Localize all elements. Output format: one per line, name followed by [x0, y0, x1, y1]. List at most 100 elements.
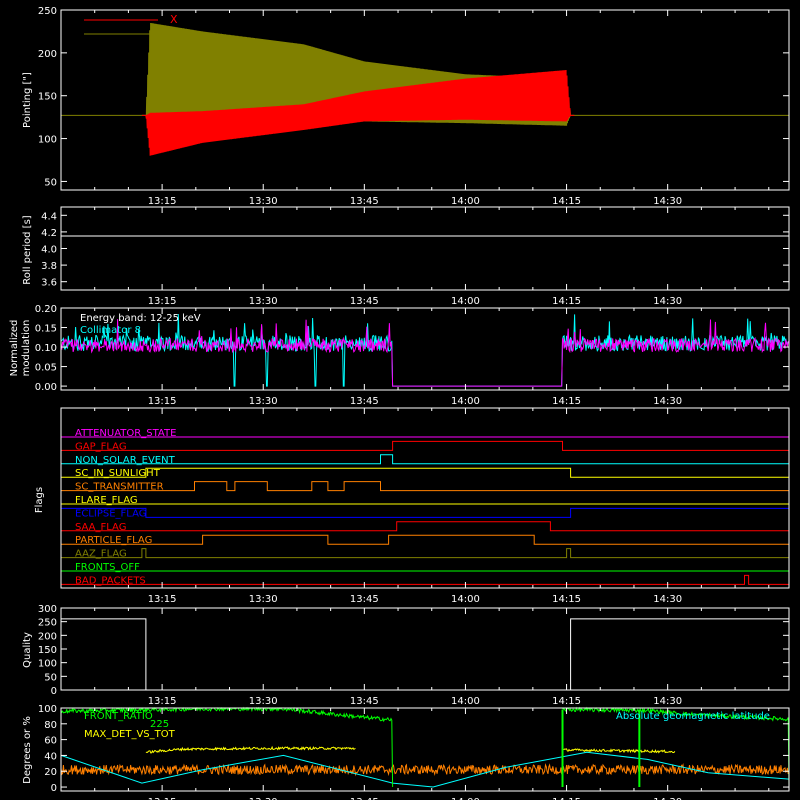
collimator-label: Collimator 8: [80, 325, 141, 336]
x-tick-label: 14:30: [653, 797, 682, 800]
flag-label-gap-flag: GAP_FLAG: [75, 441, 127, 452]
x-tick-label: 13:45: [350, 594, 379, 605]
flag-line-non-solar-event: [61, 454, 789, 465]
flag-line-aaz-flag: [61, 548, 789, 559]
y-tick-label: 60: [44, 736, 57, 747]
y-tick-label: 4.0: [41, 245, 57, 256]
max-det-label: MAX_DET_VS_TOT: [84, 729, 176, 740]
flag-line-gap-flag: [61, 440, 789, 451]
x-tick-label: 14:15: [552, 196, 581, 207]
pointing-ylabel: Pointing ["]: [22, 72, 33, 128]
y-tick-label: 0: [51, 686, 57, 697]
flag-line-sc-transmitter: [61, 481, 789, 492]
x-tick-label: 13:30: [249, 296, 278, 307]
y-tick-label: 0: [51, 783, 57, 794]
x-tick-label: 14:15: [552, 396, 581, 407]
y-tick-label: 3.6: [41, 278, 57, 289]
flag-label-attenuator-state: ATTENUATOR_STATE: [75, 428, 176, 439]
modulation-series-magenta: [60, 319, 789, 387]
y-tick-label: 0.05: [35, 363, 57, 374]
label-225: 225: [150, 719, 169, 730]
flags-panel: ATTENUATOR_STATE GAP_FLAG NON_SOLAR_EVENT S…: [34, 407, 790, 605]
y-tick-label: 100: [38, 704, 57, 715]
quality-panel: 13:15 13:30 13:45 14:00 14:15 14:30 0 50 100 150 2…: [22, 604, 790, 707]
x-tick-label: 14:00: [451, 396, 480, 407]
flag-label-flare-flag: FLARE_FLAG: [75, 495, 138, 506]
degrees-data: [60, 706, 790, 788]
degrees-ylabel: Degrees or %: [22, 716, 33, 784]
y-tick-label: 250: [38, 6, 57, 17]
x-tick-label: 14:30: [653, 696, 682, 707]
x-tick-label: 14:30: [653, 196, 682, 207]
y-tick-label: 0.15: [35, 324, 57, 335]
flags-ylabel: Flags: [34, 487, 45, 513]
x-tick-label: 13:15: [148, 696, 177, 707]
degrees-series-max-det-seg1: [562, 748, 676, 754]
modulation-data: [60, 313, 789, 387]
flag-label-eclipse-flag: ECLIPSE_FLAG: [75, 508, 146, 519]
y-tick-label: 40: [44, 751, 57, 762]
x-tick-label: 13:45: [350, 196, 379, 207]
y-tick-label: 50: [44, 177, 57, 188]
x-tick-label: 13:45: [350, 396, 379, 407]
y-tick-label: 150: [38, 92, 57, 103]
modulation-panel: 13:15 13:30 13:45 14:00 14:15 14:30 0.00 0.05 0.…: [9, 304, 790, 407]
roll-period-ylabel: Roll period [s]: [22, 215, 33, 284]
x-tick-label: 13:30: [249, 797, 278, 800]
x-tick-label: 13:45: [350, 797, 379, 800]
x-tick-label: 13:45: [350, 696, 379, 707]
y-tick-label: 0.00: [35, 382, 57, 393]
y-tick-label: 50: [44, 672, 57, 683]
flag-label-saa-flag: SAA_FLAG: [75, 522, 126, 533]
x-tick-label: 14:30: [653, 296, 682, 307]
y-tick-label: 0.10: [35, 343, 57, 354]
y-tick-label: 100: [38, 135, 57, 146]
energy-band-label: Energy band: 12-25 keV: [80, 313, 201, 324]
flags-ticks: 13:15 13:30 13:45 14:00 14:15 14:30: [60, 408, 770, 605]
modulation-ylabel-line2: modulation: [21, 320, 32, 377]
flag-label-non-solar-event: NON_SOLAR_EVENT: [75, 455, 176, 466]
x-tick-label: 13:15: [148, 196, 177, 207]
geomagnetic-label: Absolute geomagnetic latitude: [616, 711, 770, 722]
flag-line-sc-in-sunlight: [61, 467, 789, 478]
pointing-panel: 13:15 13:30 13:45 14:00 14:15 14:30 50 100 150 20…: [22, 6, 790, 207]
pointing-ticks: 13:15 13:30 13:45 14:00 14:15 14:30 50 100 150 20…: [38, 6, 789, 207]
roll-period-panel: 13:15 13:30 13:45 14:00 14:15 14:30 3.6 3.8 4.0 4…: [22, 206, 790, 307]
degrees-frame: [60, 707, 790, 792]
y-tick-label: 250: [38, 618, 57, 629]
front-ratio-label: FRONT_RATIO: [84, 711, 153, 722]
quality-ylabel: Quality: [22, 632, 33, 668]
x-tick-label: 13:30: [249, 594, 278, 605]
modulation-ylabel-line1: Normalized: [9, 320, 20, 377]
flag-label-sc-transmitter: SC_TRANSMITTER: [75, 482, 164, 493]
y-tick-label: 0.20: [35, 304, 57, 315]
x-tick-label: 14:00: [451, 196, 480, 207]
roll-period-ticks: 13:15 13:30 13:45 14:00 14:15 14:30 3.6 3.8 4.0 4…: [41, 207, 789, 307]
flags-frame: [60, 407, 790, 589]
x-tick-label: 13:30: [249, 696, 278, 707]
flag-label-particle-flag: PARTICLE_FLAG: [75, 535, 152, 546]
degrees-series-orange: [60, 762, 789, 777]
legend-x-label: X: [170, 13, 178, 26]
x-tick-label: 13:15: [148, 594, 177, 605]
y-tick-label: 3.8: [41, 261, 57, 272]
x-tick-label: 13:45: [350, 296, 379, 307]
quality-ticks: 13:15 13:30 13:45 14:00 14:15 14:30 0 50 100 150 2…: [38, 604, 789, 707]
degrees-series-max-det-seg0: [145, 745, 356, 754]
x-tick-label: 14:00: [451, 696, 480, 707]
x-tick-label: 14:15: [552, 797, 581, 800]
x-tick-label: 14:30: [653, 594, 682, 605]
y-tick-label: 80: [44, 720, 57, 731]
y-tick-label: 200: [38, 49, 57, 60]
x-tick-label: 14:15: [552, 296, 581, 307]
y-tick-label: 4.2: [41, 228, 57, 239]
flag-line-bad-packets: [61, 574, 789, 585]
degrees-panel: 13:15 13:30 13:45 14:00 14:15 14:30 0 20 40 60 80 1…: [22, 704, 790, 800]
x-tick-label: 14:00: [451, 594, 480, 605]
modulation-ticks: 13:15 13:30 13:45 14:00 14:15 14:30 0.00 0.05 0.…: [35, 304, 789, 407]
flag-label-bad-packets: BAD_PACKETS: [75, 575, 146, 586]
flag-line-saa-flag: [61, 521, 789, 532]
y-tick-label: 20: [44, 767, 57, 778]
x-tick-label: 14:15: [552, 696, 581, 707]
